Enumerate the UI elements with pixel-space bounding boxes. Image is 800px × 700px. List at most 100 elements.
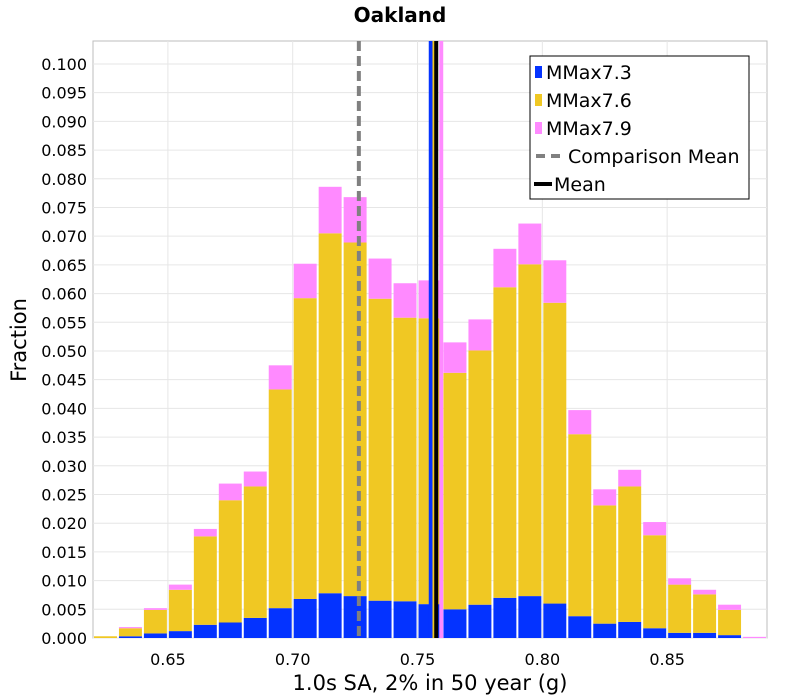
bar-mmax7-6 <box>243 486 267 618</box>
bar-mmax7-6 <box>343 242 367 597</box>
y-tick-label: 0.005 <box>41 600 87 619</box>
bar-mmax7-3 <box>718 635 742 638</box>
bar-mmax7-3 <box>643 628 667 638</box>
bar-mmax7-3 <box>668 632 692 638</box>
y-tick-label: 0.030 <box>41 457 87 476</box>
bar-mmax7-6 <box>393 317 417 602</box>
bar-mmax7-6 <box>218 500 242 623</box>
bar-mmax7-3 <box>618 621 642 638</box>
x-tick-label: 0.70 <box>275 650 311 669</box>
y-axis-ticks: 0.000 0.005 0.010 0.015 0.020 0.025 0.030 0.035… <box>41 55 87 648</box>
y-tick-label: 0.025 <box>41 485 87 504</box>
y-tick-label: 0.050 <box>41 342 87 361</box>
bar-mmax7-3 <box>243 617 267 638</box>
bar-mmax7-9 <box>193 528 217 537</box>
bar-mmax7-6 <box>94 636 117 638</box>
bar-mmax7-6 <box>268 389 292 609</box>
y-tick-label: 0.080 <box>41 170 87 189</box>
bar-mmax7-9 <box>243 471 267 487</box>
bar-mmax7-6 <box>543 302 567 604</box>
y-axis-label: Fraction <box>7 298 31 382</box>
bar-mmax7-6 <box>168 589 192 632</box>
y-tick-label: 0.100 <box>41 55 87 74</box>
bar-mmax7-3 <box>693 632 717 638</box>
y-tick-label: 0.015 <box>41 543 87 562</box>
x-tick-label: 0.75 <box>400 650 436 669</box>
bar-mmax7-9 <box>318 186 342 234</box>
bar-mmax7-6 <box>568 434 592 617</box>
bar-mmax7-3 <box>568 616 592 638</box>
bar-mmax7-6 <box>718 609 742 636</box>
legend-label: Comparison Mean <box>568 146 740 168</box>
x-tick-label: 0.85 <box>649 650 685 669</box>
legend-swatch <box>535 122 542 134</box>
bar-mmax7-9 <box>143 608 167 610</box>
bar-mmax7-3 <box>393 601 417 638</box>
bar-mmax7-9 <box>268 365 292 390</box>
bar-mmax7-9 <box>343 197 367 243</box>
bar-mmax7-6 <box>143 609 167 634</box>
bar-mmax7-3 <box>468 604 492 638</box>
bar-mmax7-3 <box>343 596 367 638</box>
bar-mmax7-3 <box>143 633 167 638</box>
y-tick-label: 0.060 <box>41 285 87 304</box>
x-tick-label: 0.80 <box>525 650 561 669</box>
bar-mmax7-6 <box>468 350 492 605</box>
y-tick-label: 0.065 <box>41 256 87 275</box>
bar-mmax7-6 <box>293 298 317 599</box>
bar-mmax7-6 <box>118 628 142 637</box>
bar-mmax7-9 <box>493 248 517 288</box>
bar-mmax7-3 <box>518 596 542 638</box>
bar-mmax7-3 <box>168 631 192 638</box>
bar-mmax7-9 <box>543 260 567 303</box>
bar-mmax7-9 <box>218 483 242 501</box>
bar-mmax7-9 <box>643 522 667 536</box>
bar-mmax7-9 <box>118 627 142 629</box>
bar-mmax7-9 <box>743 636 766 638</box>
y-tick-label: 0.045 <box>41 371 87 390</box>
bar-mmax7-3 <box>318 593 342 638</box>
legend: MMax7.3 MMax7.6 MMax7.9 Comparison Mean Mean <box>529 55 750 200</box>
y-tick-label: 0.020 <box>41 514 87 533</box>
bar-mmax7-3 <box>293 598 317 638</box>
bar-mmax7-9 <box>443 342 467 373</box>
bar-mmax7-9 <box>693 589 717 595</box>
y-tick-label: 0.055 <box>41 313 87 332</box>
x-axis-ticks: 0.65 0.70 0.75 0.80 0.85 <box>150 650 685 669</box>
legend-label: MMax7.9 <box>546 118 632 140</box>
x-tick-label: 0.65 <box>150 650 186 669</box>
bar-mmax7-3 <box>493 597 517 638</box>
bar-mmax7-3 <box>118 636 142 638</box>
bar-mmax7-9 <box>568 410 592 435</box>
y-tick-label: 0.090 <box>41 112 87 131</box>
y-tick-label: 0.040 <box>41 399 87 418</box>
bar-mmax7-9 <box>393 283 417 318</box>
bar-mmax7-3 <box>593 623 617 638</box>
bar-mmax7-9 <box>668 578 692 585</box>
legend-label: Mean <box>554 174 606 196</box>
bar-mmax7-6 <box>643 535 667 629</box>
bar-mmax7-3 <box>193 624 217 638</box>
bar-mmax7-6 <box>618 486 642 622</box>
bar-mmax7-6 <box>518 264 542 597</box>
y-tick-label: 0.085 <box>41 141 87 160</box>
y-tick-label: 0.075 <box>41 198 87 217</box>
chart-title: Oakland <box>354 3 447 27</box>
bar-mmax7-9 <box>468 319 492 351</box>
bar-mmax7-6 <box>193 536 217 625</box>
bar-mmax7-9 <box>593 489 617 506</box>
bar-mmax7-6 <box>318 233 342 594</box>
bar-mmax7-3 <box>543 603 567 638</box>
legend-box <box>529 55 750 200</box>
y-tick-label: 0.095 <box>41 84 87 103</box>
x-axis-label: 1.0s SA, 2% in 50 year (g) <box>293 671 568 695</box>
bar-mmax7-6 <box>443 372 467 610</box>
legend-swatch <box>535 94 542 106</box>
bar-mmax7-9 <box>518 223 542 265</box>
y-tick-label: 0.010 <box>41 572 87 591</box>
bar-mmax7-3 <box>268 608 292 638</box>
bar-mmax7-6 <box>493 287 517 598</box>
legend-label: MMax7.6 <box>546 90 632 112</box>
bar-mmax7-9 <box>168 584 192 590</box>
